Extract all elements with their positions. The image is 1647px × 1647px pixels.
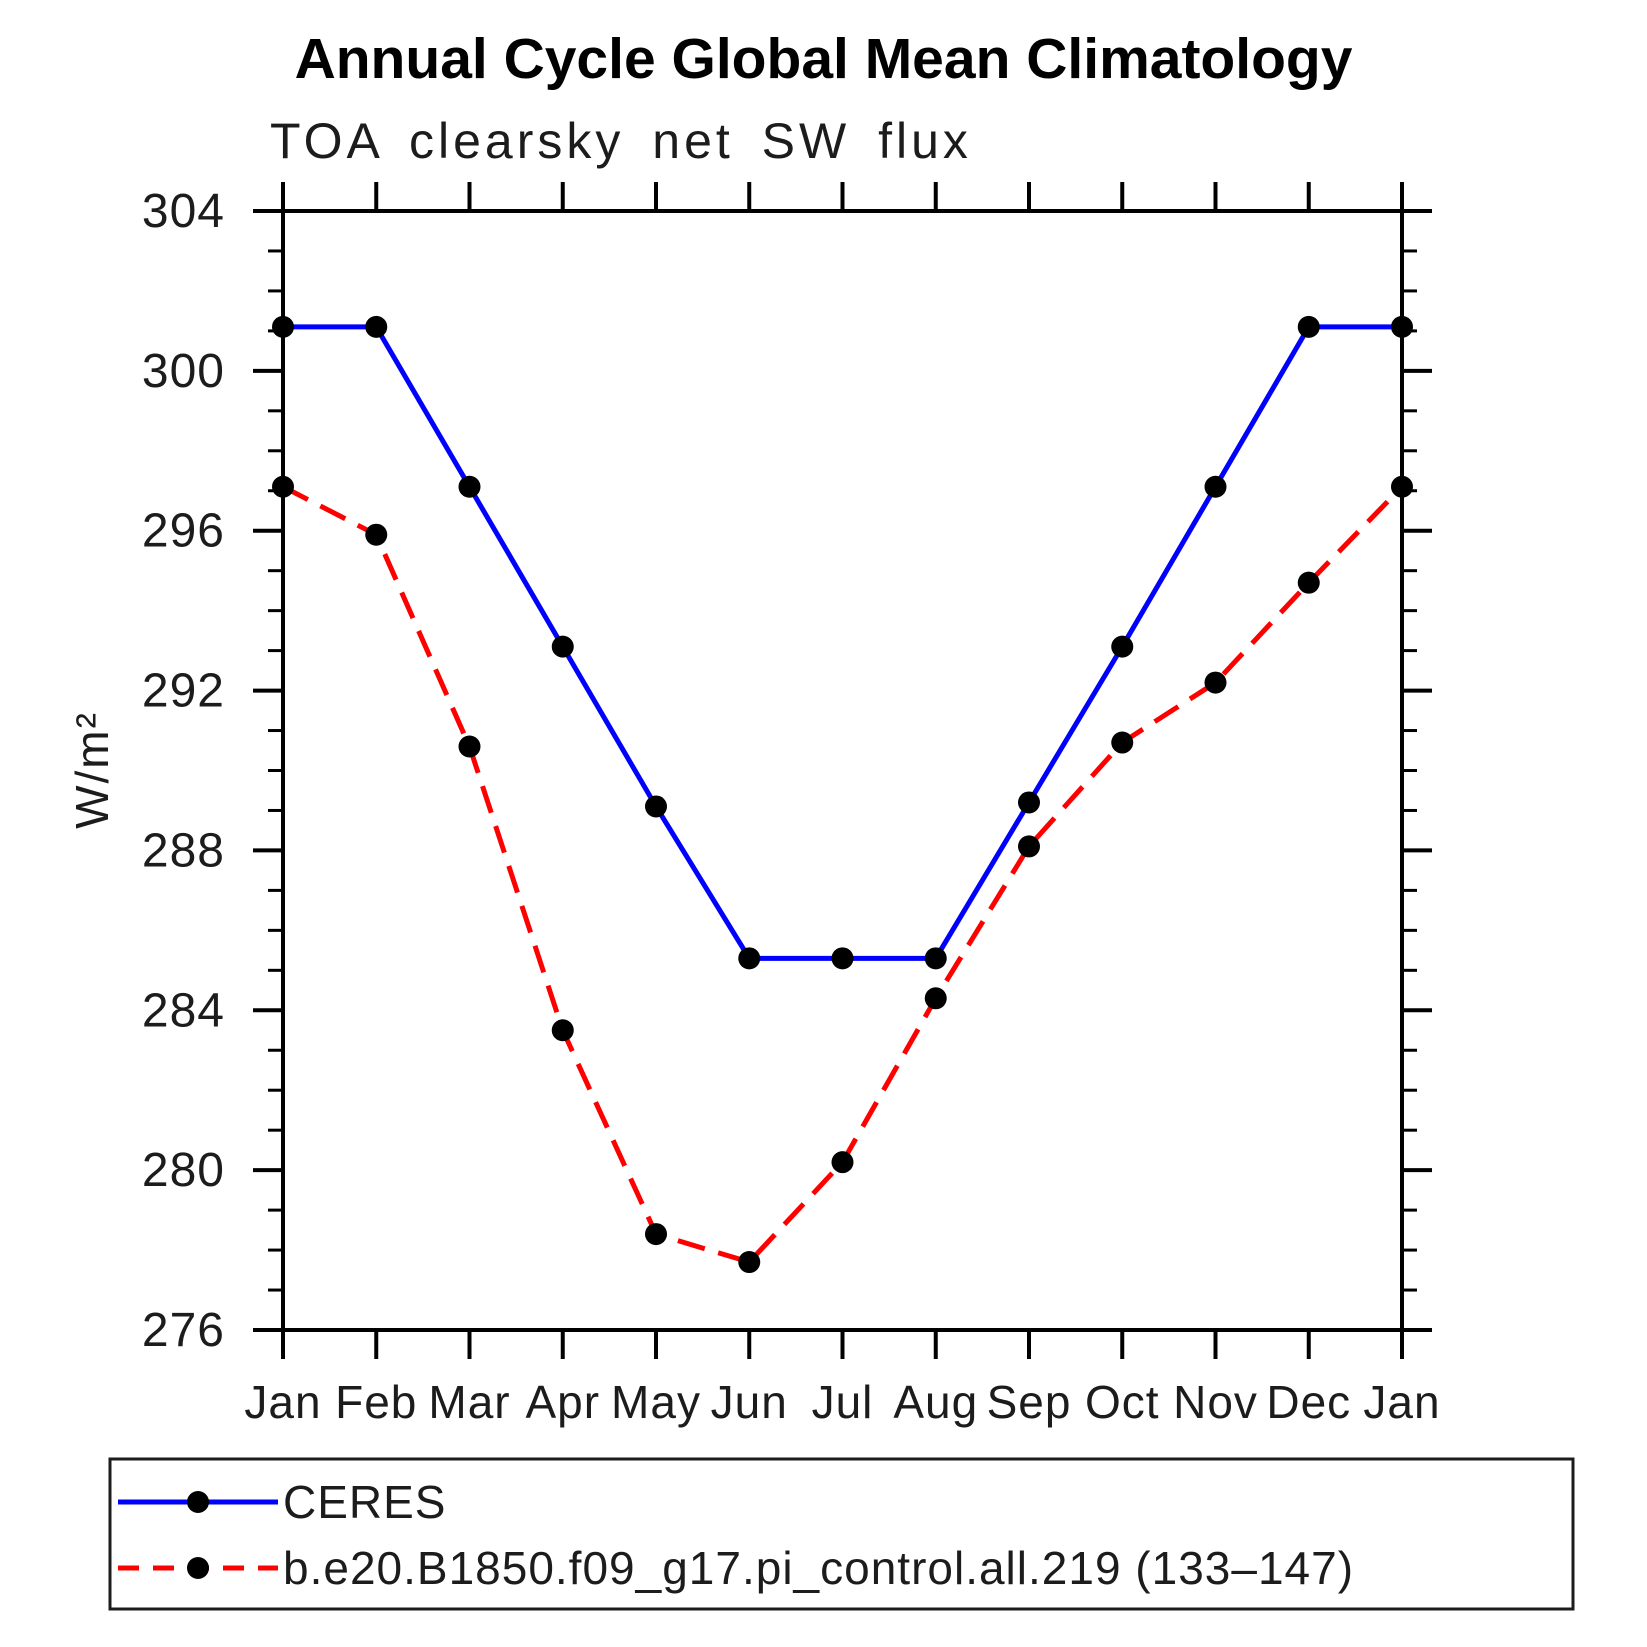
y-axis-label: W/m² [66,711,118,829]
data-point-marker [645,795,667,818]
chart-subtitle: TOA clearsky net SW flux [270,113,972,169]
legend-label-model: b.e20.B1850.f09_g17.pi_control.all.219 (… [283,1542,1354,1594]
x-tick-label: Oct [1085,1376,1160,1428]
x-tick-label: Jan [1363,1376,1440,1428]
data-point-marker [1391,315,1413,338]
legend-label-ceres: CERES [283,1476,446,1528]
legend-marker [187,1557,209,1579]
x-tick-label: Dec [1266,1376,1351,1428]
y-tick-label: 280 [142,1144,225,1197]
data-point-marker [551,635,574,658]
x-tick-label: Nov [1173,1376,1258,1428]
data-point-marker [924,987,947,1010]
series-line-model [281,484,1404,1265]
x-tick-label: Aug [893,1376,978,1428]
legend-marker [187,1491,209,1513]
data-point-marker [1018,835,1040,858]
data-point-marker [645,1223,667,1246]
data-point-marker [272,315,294,338]
chart-title: Annual Cycle Global Mean Climatology [294,27,1353,91]
x-tick-label: Jul [812,1376,874,1428]
series-line-ceres [283,324,1402,961]
x-tick-label: Jun [711,1376,788,1428]
data-point-marker [1297,571,1320,594]
y-tick-label: 276 [142,1304,225,1357]
data-point-marker [365,315,388,338]
data-point-marker [1111,731,1134,754]
data-point-marker [365,523,388,546]
data-point-marker [738,947,761,970]
x-tick-label: Sep [987,1376,1072,1428]
data-point-marker [831,1151,854,1174]
legend-box [108,1457,1575,1611]
x-tick-label: Apr [525,1376,600,1428]
y-tick-label: 292 [142,665,225,718]
data-point-marker [738,1251,761,1274]
data-point-marker [924,947,947,970]
y-tick-label: 296 [142,505,225,558]
data-point-marker [1204,671,1227,694]
x-tick-label: Mar [428,1376,510,1428]
data-point-marker [1204,475,1227,498]
data-point-marker [831,947,854,970]
x-tick-label: May [611,1376,701,1428]
data-point-marker [1111,635,1134,658]
data-point-marker [1018,791,1040,814]
data-point-marker [272,475,294,498]
x-tick-label: Jan [244,1376,321,1428]
data-point-marker [1297,315,1320,338]
data-point-marker [458,475,481,498]
y-tick-label: 284 [142,984,225,1037]
data-point-marker [551,1019,574,1042]
y-tick-label: 304 [142,185,225,238]
y-tick-label: 300 [142,345,225,398]
data-point-marker [1391,475,1413,498]
plot-frame [281,209,1404,1332]
y-tick-label: 288 [142,824,225,877]
data-point-marker [458,735,481,758]
x-tick-label: Feb [335,1376,417,1428]
